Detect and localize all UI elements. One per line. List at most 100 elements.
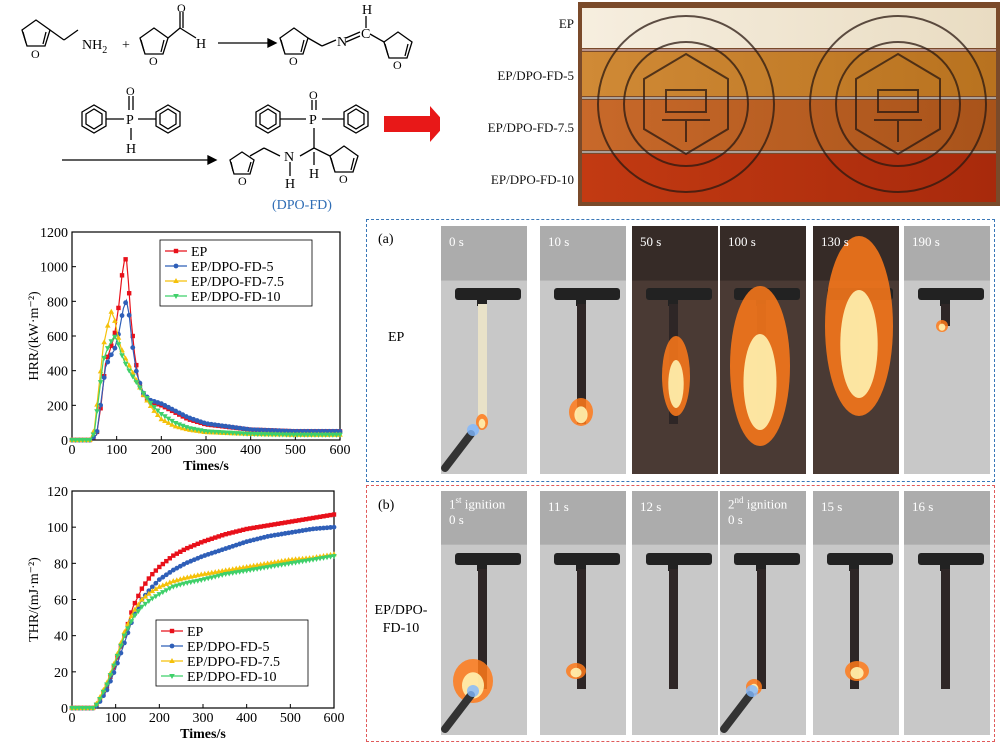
strip-label-fd10: EP/DPO-FD-10 — [490, 172, 574, 187]
data-point — [262, 432, 268, 438]
legend-marker — [173, 294, 179, 299]
flame-core — [478, 418, 486, 429]
data-point — [174, 583, 180, 589]
data-point — [153, 594, 159, 600]
data-point — [164, 558, 169, 564]
a-photo-3: 100 s — [720, 226, 806, 474]
data-point — [184, 580, 191, 586]
burner-torch — [441, 691, 475, 733]
data-point — [308, 432, 315, 438]
data-point — [303, 516, 309, 522]
data-point — [202, 538, 207, 544]
data-point — [156, 577, 162, 583]
data-point — [90, 432, 97, 438]
data-point — [153, 580, 159, 586]
data-point — [310, 557, 316, 563]
data-point — [275, 521, 281, 526]
legend-marker — [169, 643, 175, 649]
data-point — [321, 525, 326, 531]
clamp-jaw — [576, 557, 586, 571]
y-tick-label: 100 — [47, 521, 68, 536]
x-tick-label: 0 — [69, 711, 76, 726]
time-value: 11 s — [548, 499, 569, 514]
burner-tip — [746, 685, 758, 697]
data-point — [293, 518, 298, 524]
nh2-text: NH2 — [82, 38, 107, 56]
data-point — [176, 410, 182, 416]
data-point — [122, 361, 129, 367]
data-point — [93, 702, 100, 708]
data-point — [275, 563, 281, 569]
data-point — [212, 574, 219, 580]
data-point — [137, 385, 143, 391]
data-point — [247, 526, 253, 531]
hrr-chart: 0 100 200 300 400 500 600 0 200 400 600 800 1000 1200… — [27, 226, 351, 474]
photo-backdrop — [632, 491, 718, 545]
strip-fd10 — [582, 154, 996, 202]
data-point — [121, 633, 128, 639]
data-point — [316, 428, 321, 434]
time-value: 0 s — [728, 512, 743, 528]
data-point — [230, 424, 236, 430]
imine-n: N — [337, 35, 347, 50]
data-point — [154, 408, 161, 414]
x-tick-label: 100 — [106, 443, 127, 458]
data-point — [130, 345, 136, 351]
data-point — [237, 528, 242, 533]
data-point — [269, 432, 275, 438]
flame-core — [574, 406, 588, 424]
data-point — [195, 541, 200, 547]
data-point — [299, 559, 306, 565]
data-point — [163, 572, 169, 578]
data-point — [146, 598, 152, 604]
photo-backdrop — [720, 491, 806, 545]
data-point — [123, 300, 128, 306]
data-point — [180, 412, 186, 418]
photo-scene — [720, 491, 806, 735]
data-point — [337, 432, 343, 438]
data-point — [334, 428, 339, 434]
data-point — [194, 578, 201, 584]
time-value: 12 s — [640, 499, 662, 514]
data-point — [133, 380, 140, 386]
data-point — [111, 663, 117, 669]
specimen-bar — [850, 569, 859, 689]
a-photo-1: 10 s — [540, 226, 626, 474]
data-point — [262, 427, 268, 433]
x-tick-label: 300 — [196, 443, 217, 458]
data-point — [227, 531, 232, 536]
data-point — [250, 567, 257, 573]
furan-ring-4 — [383, 31, 413, 59]
data-point — [321, 514, 326, 519]
data-point — [112, 334, 118, 340]
data-point — [163, 580, 170, 586]
clamp-bar — [455, 553, 521, 565]
data-point — [330, 428, 336, 434]
data-point — [149, 584, 155, 590]
data-point — [317, 556, 323, 562]
furan-ring-3 — [279, 27, 309, 55]
time-value: 15 s — [821, 499, 843, 514]
clamp-bar — [554, 553, 620, 565]
photo-scene — [540, 226, 626, 474]
data-point — [208, 421, 214, 427]
data-point — [266, 427, 271, 433]
data-point — [157, 564, 162, 570]
data-point — [219, 572, 226, 578]
data-point — [187, 580, 194, 586]
data-point — [139, 596, 145, 602]
data-point — [107, 673, 114, 679]
data-point — [296, 518, 302, 523]
data-point — [261, 565, 267, 571]
data-point — [129, 374, 136, 380]
b-photo-2: 12 s — [632, 491, 718, 735]
a-photo-4: 130 s — [813, 226, 899, 474]
time-label: 10 s — [548, 234, 569, 250]
data-point — [134, 362, 139, 368]
legend-label: EP — [191, 245, 208, 260]
aldehyde-o: O — [177, 1, 186, 15]
data-point — [248, 427, 254, 432]
data-point — [290, 432, 297, 438]
y-tick-label: 0 — [61, 702, 68, 717]
flame-core — [850, 667, 864, 679]
